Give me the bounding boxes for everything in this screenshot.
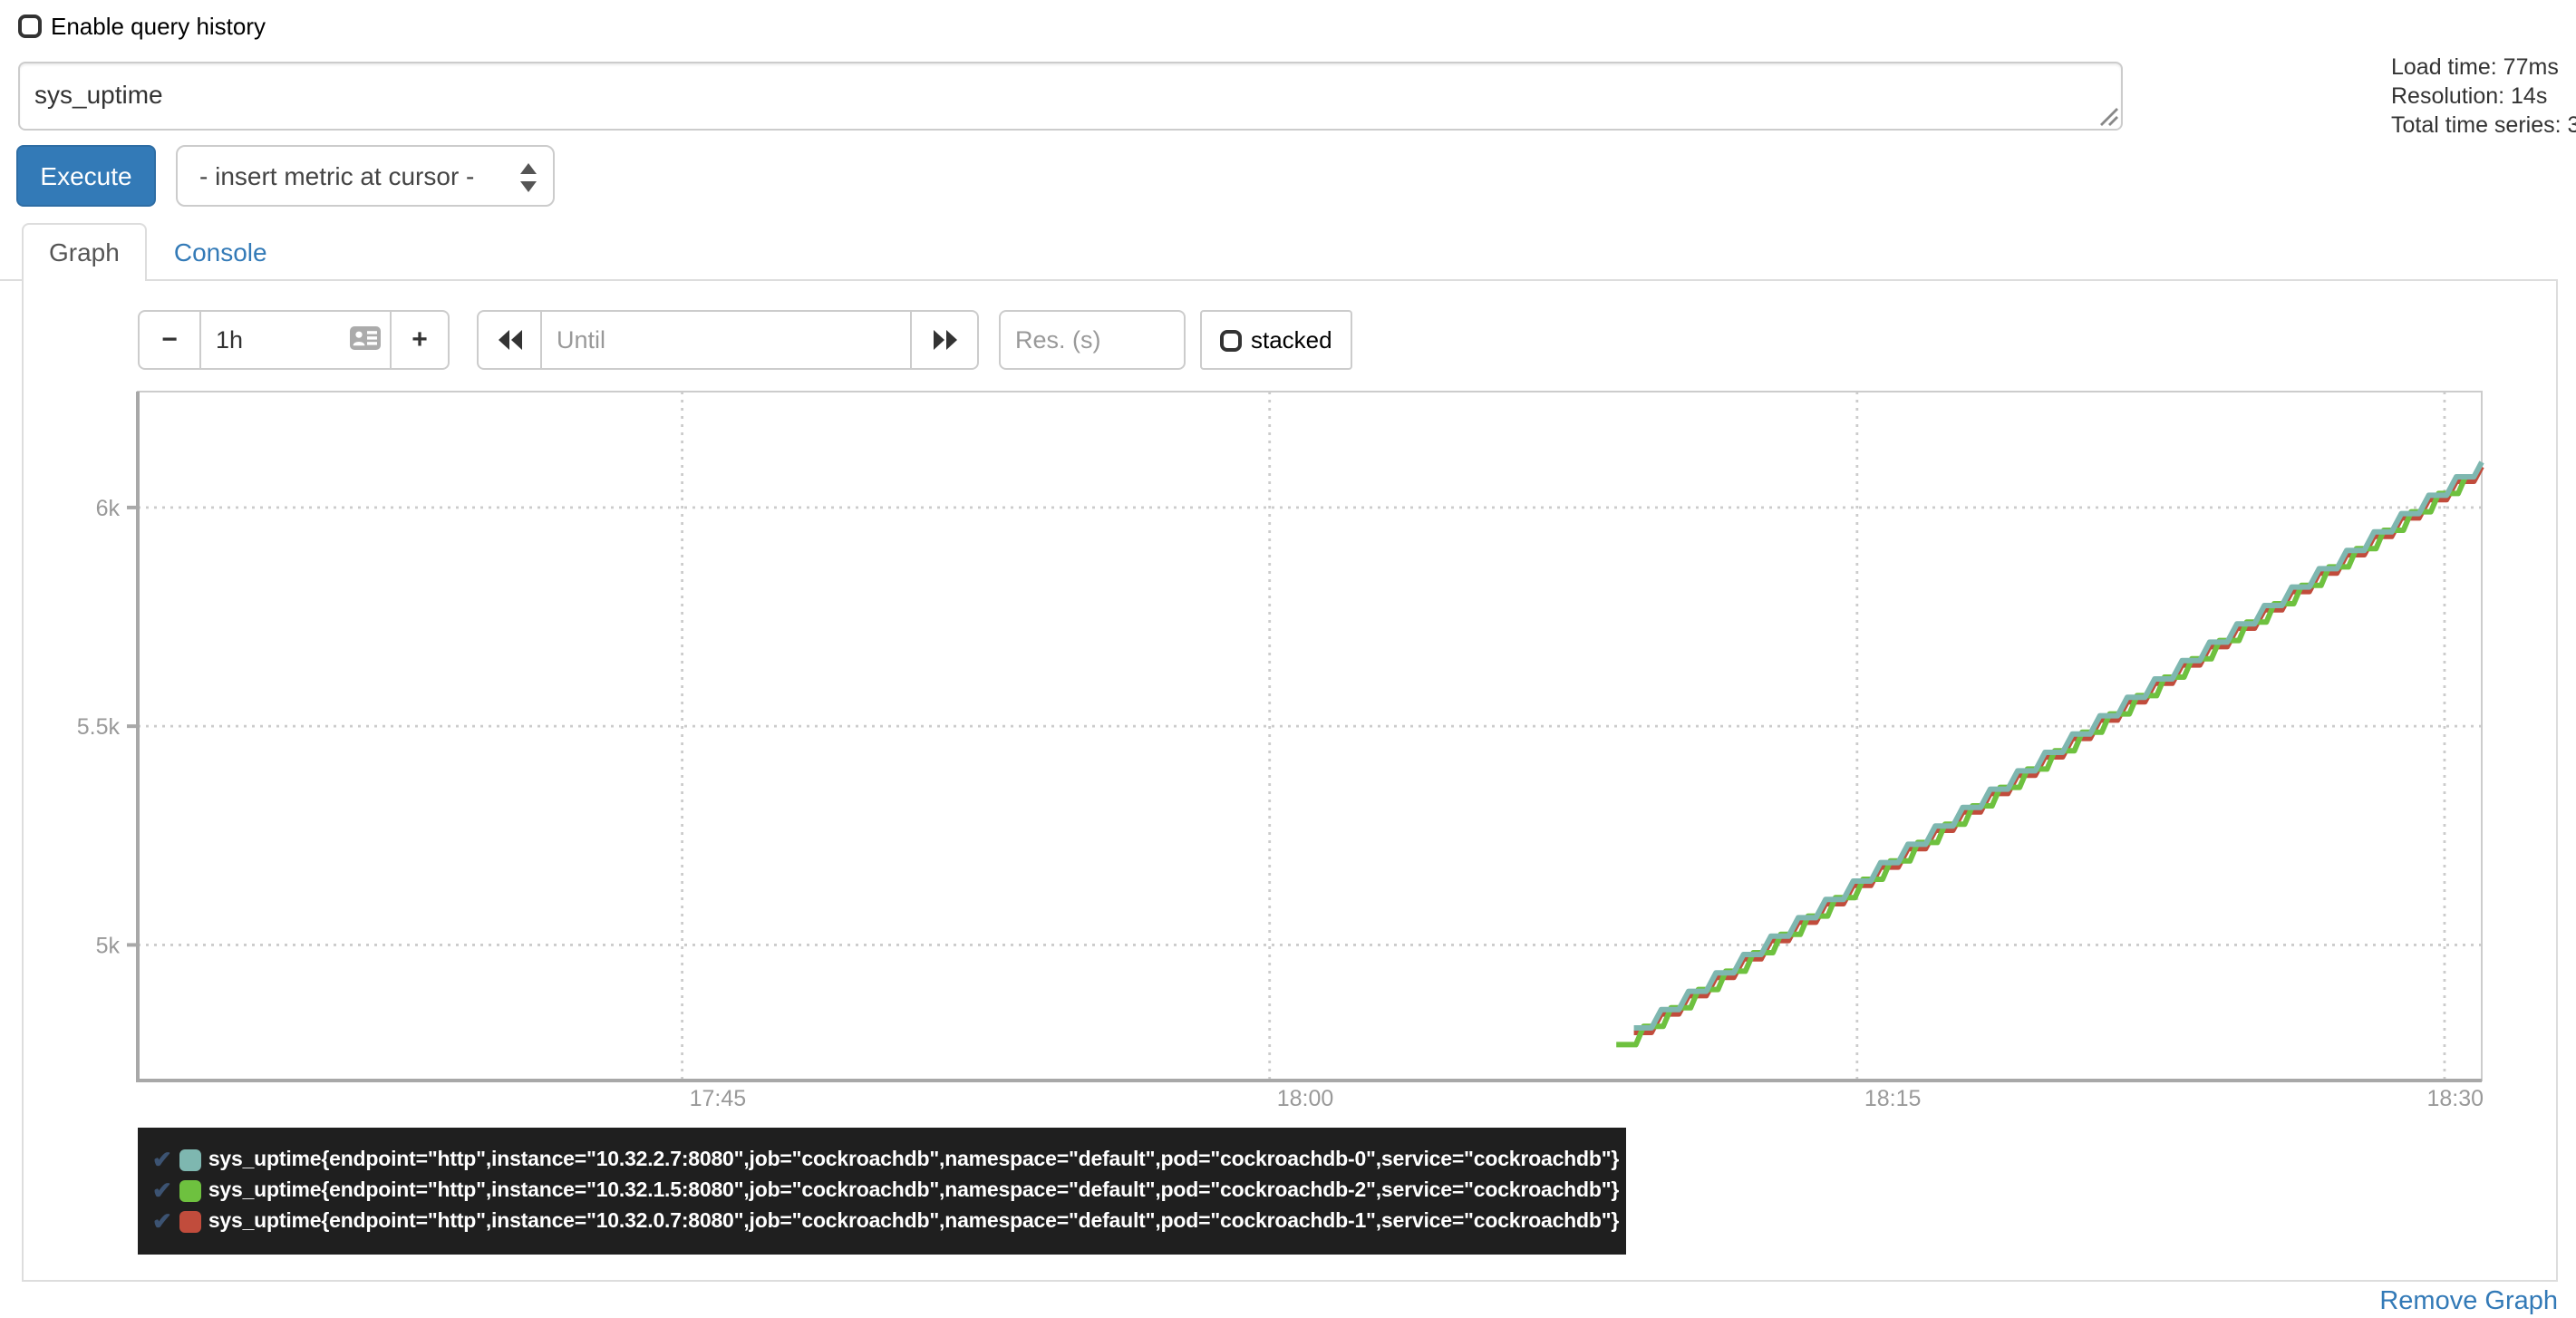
until-control-group <box>477 310 979 370</box>
range-control-group: − + <box>138 310 450 370</box>
enable-query-history-label: Enable query history <box>51 13 266 40</box>
enable-query-history-checkbox[interactable] <box>18 15 42 38</box>
svg-text:17:45: 17:45 <box>690 1086 747 1111</box>
execute-button[interactable]: Execute <box>16 145 156 207</box>
chart-legend: ✔ sys_uptime{endpoint="http",instance="10… <box>138 1128 1626 1255</box>
legend-item[interactable]: ✔ sys_uptime{endpoint="http",instance="10… <box>152 1144 1619 1175</box>
graph-panel: − + <box>22 281 2558 1282</box>
query-history-row: Enable query history <box>0 0 2576 40</box>
resolution-input[interactable] <box>999 310 1186 370</box>
stacked-label: stacked <box>1251 326 1332 354</box>
svg-text:5k: 5k <box>96 933 121 958</box>
series-line-0 <box>1633 460 2484 1031</box>
query-expression-input[interactable]: sys_uptime <box>18 62 2123 131</box>
legend-check-icon[interactable]: ✔ <box>152 1146 172 1173</box>
fast-forward-icon <box>933 330 956 350</box>
insert-metric-select-value: - insert metric at cursor - <box>199 161 475 190</box>
tab-console[interactable]: Console <box>173 237 267 267</box>
svg-text:18:30: 18:30 <box>2426 1086 2484 1111</box>
stacked-checkbox-icon <box>1220 329 1242 351</box>
execute-row: Execute - insert metric at cursor - <box>16 145 555 207</box>
graph-toolbar: − + <box>138 310 2556 370</box>
remove-graph-link[interactable]: Remove Graph <box>2379 1287 2558 1316</box>
stacked-toggle[interactable]: stacked <box>1200 310 1352 370</box>
step-forward-button[interactable] <box>912 310 979 370</box>
svg-text:6k: 6k <box>96 496 121 521</box>
load-time-stat: Load time: 77ms <box>2391 54 2559 80</box>
legend-check-icon[interactable]: ✔ <box>152 1207 172 1235</box>
legend-color-swatch <box>179 1179 201 1201</box>
legend-item[interactable]: ✔ sys_uptime{endpoint="http",instance="10… <box>152 1175 1619 1206</box>
chevron-updown-icon <box>520 163 537 192</box>
chart-area: 6k 5.5k 5k 17:45 18:00 18:15 18:30 <box>24 381 2556 1113</box>
remove-graph-row: Remove Graph <box>2379 1285 2558 1318</box>
legend-color-swatch <box>179 1148 201 1170</box>
legend-series-label: sys_uptime{endpoint="http",instance="10.… <box>208 1179 1620 1201</box>
duration-input-wrap <box>201 310 392 370</box>
range-increase-button[interactable]: + <box>392 310 450 370</box>
insert-metric-select[interactable]: - insert metric at cursor - <box>176 145 555 207</box>
range-decrease-button[interactable]: − <box>138 310 201 370</box>
total-series-stat: Total time series: 3 <box>2391 112 2576 138</box>
until-input[interactable] <box>542 310 912 370</box>
query-stats: Load time: 77ms Resolution: 14s Total ti… <box>2391 53 2576 140</box>
rewind-icon <box>498 330 521 350</box>
query-input-wrap: sys_uptime <box>18 62 2123 131</box>
legend-check-icon[interactable]: ✔ <box>152 1177 172 1204</box>
svg-text:18:15: 18:15 <box>1864 1086 1922 1111</box>
autofill-card-icon[interactable] <box>350 326 381 350</box>
step-backward-button[interactable] <box>477 310 542 370</box>
tab-graph[interactable]: Graph <box>22 223 147 283</box>
legend-item[interactable]: ✔ sys_uptime{endpoint="http",instance="10… <box>152 1206 1619 1236</box>
legend-series-label: sys_uptime{endpoint="http",instance="10.… <box>208 1148 1620 1170</box>
uptime-line-chart[interactable]: 6k 5.5k 5k 17:45 18:00 18:15 18:30 <box>24 381 2556 1113</box>
svg-text:5.5k: 5.5k <box>77 714 121 740</box>
legend-color-swatch <box>179 1210 201 1232</box>
resolution-stat: Resolution: 14s <box>2391 83 2548 109</box>
tab-bar: Graph Console <box>0 223 2558 283</box>
svg-text:18:00: 18:00 <box>1277 1086 1334 1111</box>
legend-series-label: sys_uptime{endpoint="http",instance="10.… <box>208 1210 1620 1232</box>
